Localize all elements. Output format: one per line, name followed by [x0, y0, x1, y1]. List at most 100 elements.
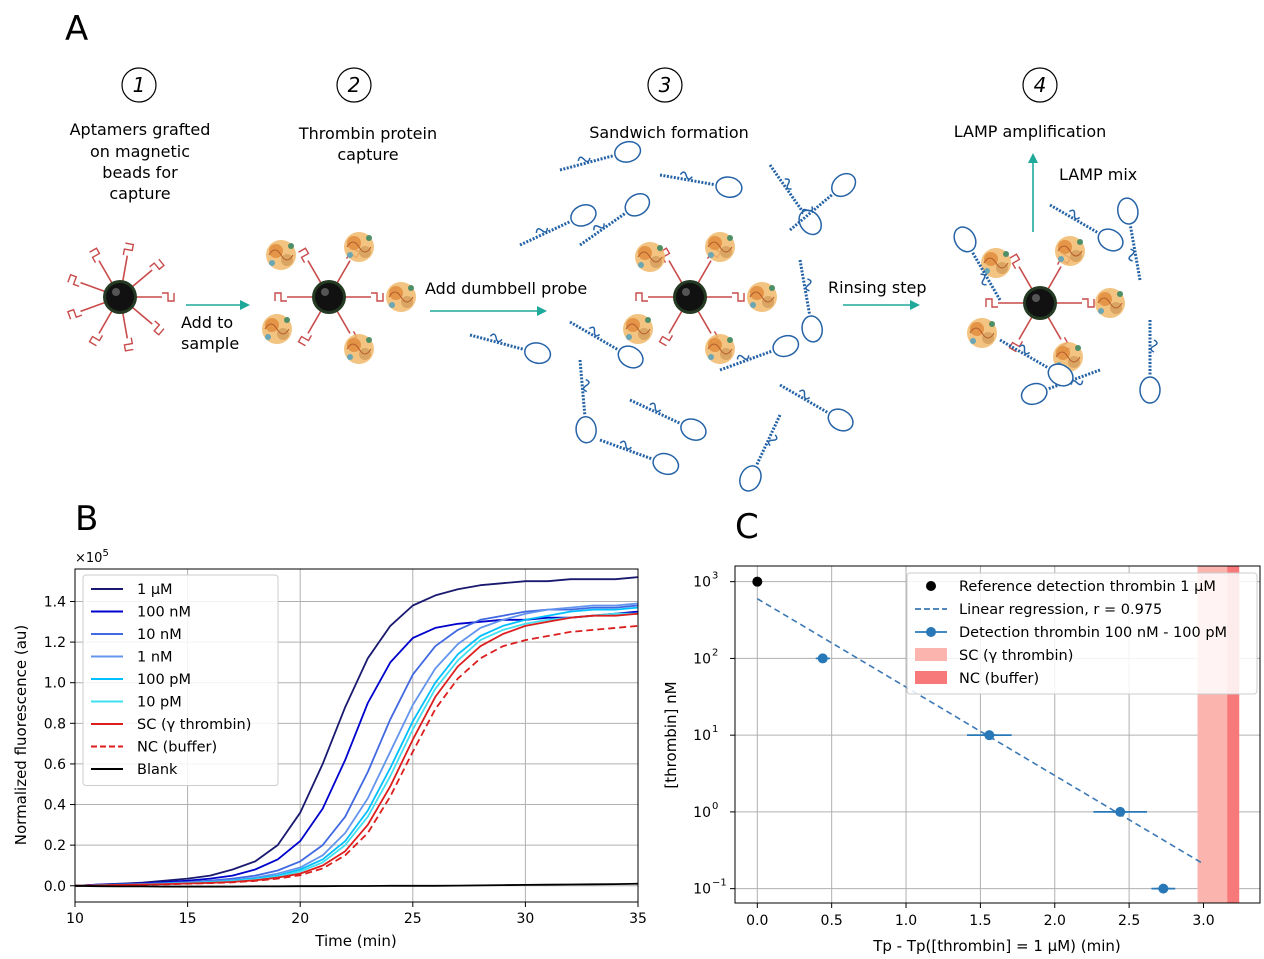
- lamp-amplification-illustration: [948, 194, 1162, 410]
- step-1-caption-line-2: on magnetic: [90, 142, 190, 161]
- step-1-caption-line-1: Aptamers grafted: [70, 120, 211, 139]
- chart-c-reference-point: [752, 576, 763, 587]
- panel-a-letter: A: [65, 9, 88, 49]
- chart-b-legend-label-10-pm: 10 pM: [137, 695, 182, 711]
- chart-b-legend-label-blank: Blank: [137, 762, 178, 778]
- chart-c-y-tick-label: 10: [693, 575, 711, 591]
- chart-c-x-tick-label: 3.0: [1192, 913, 1214, 929]
- chart-b-legend-label-10-nm: 10 nM: [137, 627, 182, 643]
- chart-c-y-tick-exponent: 3: [712, 571, 718, 582]
- arrow-3-label: Rinsing step: [828, 278, 926, 297]
- step-1: 1 Aptamers grafted on magnetic beads for…: [70, 67, 211, 203]
- step-3-caption-line-1: Sandwich formation: [589, 123, 749, 142]
- chart-b-series-line-1-m: [74, 576, 639, 887]
- arrow-2-label: Add dumbbell probe: [425, 279, 587, 298]
- chart-b-y-tick-label: 0.6: [44, 757, 66, 773]
- chart-c-legend-swatch-reference-detection-thrombin-1-m: [926, 581, 936, 591]
- chart-c-legend: Reference detection thrombin 1 μM Linear …: [906, 572, 1258, 695]
- step-3-number: 3: [659, 73, 672, 97]
- chart-c-y-tick-label: 10: [693, 651, 711, 667]
- chart-c-legend-swatch-nc-buffer: [915, 671, 947, 684]
- chart-b-series-line-nc-buffer: [74, 625, 639, 887]
- chart-b-legend-label-1-m: 1 μM: [137, 582, 173, 598]
- step-1-number: 1: [133, 73, 146, 97]
- chart-b-y-tick-label: 0.2: [44, 838, 66, 854]
- chart-c-y-tick-exponent: 1: [712, 724, 718, 735]
- chart-b-legend-label-nc-buffer: NC (buffer): [137, 740, 217, 756]
- chart-c-legend-label-sc-thrombin: SC (γ thrombin): [959, 648, 1073, 664]
- chart-b-y-tick-label: 0.8: [44, 716, 66, 732]
- arrow-1-label-line-2: sample: [181, 334, 239, 353]
- chart-b-x-tick-label: 15: [179, 911, 197, 927]
- step-1-caption-line-4: capture: [109, 184, 170, 203]
- chart-b-y-multiplier: ×105: [75, 548, 109, 566]
- arrow-rinsing-step: Rinsing step: [828, 278, 926, 310]
- chart-c-y-tick-label: 10: [693, 728, 711, 744]
- chart-c-x-tick-label: 0.0: [746, 913, 768, 929]
- chart-c-band-nc-buffer: [1227, 566, 1240, 903]
- chart-b-series-line-100-nm: [74, 610, 639, 887]
- arrow-add-to-sample: Add to sample: [181, 300, 250, 353]
- chart-b-series-group: [74, 576, 639, 888]
- chart-b-legend-label-1-nm: 1 nM: [137, 650, 173, 666]
- chart-b-plot-frame: [74, 568, 639, 903]
- chart-b-legend: 1 μM 100 nM 10 nM 1 nM 100 pM 10 pM SC (γ thro…: [82, 574, 279, 786]
- chart-b-x-tick-label: 35: [629, 911, 647, 927]
- chart-b-y-tick-label: 1.0: [44, 676, 66, 692]
- chart-c-x-tick-label: 2.0: [1044, 913, 1066, 929]
- chart-c-y-tick-label: 10: [693, 882, 711, 898]
- chart-c-legend-label-detection-thrombin-100-nm-100-pm: Detection thrombin 100 nM - 100 pM: [959, 625, 1227, 641]
- chart-c-legend-swatch-detection-thrombin-100-nm-100-pm-marker: [926, 627, 936, 637]
- step-1-caption-line-3: beads for: [102, 163, 178, 182]
- bead-with-aptamers-illustration: [67, 242, 175, 352]
- chart-b-y-tick-label: 0.4: [44, 798, 66, 814]
- sandwich-formation-illustration: [465, 137, 862, 496]
- chart-c-detection-point: [1158, 883, 1169, 894]
- chart-c-legend-label-linear-regression-r-0-975: Linear regression, r = 0.975: [959, 602, 1162, 618]
- step-2-caption-line-2: capture: [337, 145, 398, 164]
- chart-c-legend-box: [906, 572, 1258, 695]
- step-2-caption-line-1: Thrombin protein: [298, 124, 437, 143]
- chart-c-legend-swatch-sc-thrombin: [915, 648, 947, 661]
- chart-c-x-axis-label: Tp - Tp([thrombin] = 1 μM) (min): [872, 937, 1121, 955]
- step-4: 4 LAMP amplification: [954, 67, 1107, 141]
- step-2: 2 Thrombin protein capture: [298, 67, 437, 164]
- chart-c-detection-point: [984, 730, 995, 741]
- chart-c-y-axis-label: [thrombin] nM: [662, 681, 680, 788]
- chart-b-y-tick-label: 1.4: [44, 594, 66, 610]
- chart-b-axis-ticks: 10 15 20 25 30 35 0.0 0.2 0.4 0.6 0.8 1.0 1.2 1.4: [44, 594, 647, 927]
- chart-b-x-tick-label: 20: [291, 911, 309, 927]
- panel-b-letter: B: [75, 499, 98, 539]
- chart-c-regression-line: [756, 598, 1204, 865]
- chart-c-detection-point: [1115, 806, 1126, 817]
- chart-b-y-tick-label: 0.0: [44, 879, 66, 895]
- arrow-4-label: LAMP mix: [1059, 165, 1137, 184]
- arrow-add-dumbbell-probe: Add dumbbell probe: [425, 279, 587, 316]
- chart-b-legend-label-100-pm: 100 pM: [137, 672, 191, 688]
- chart-b-y-tick-label: 1.2: [44, 635, 66, 651]
- step-4-caption-line-1: LAMP amplification: [954, 122, 1107, 141]
- panel-a: A 1 Aptamers grafted on magnetic beads f…: [65, 9, 1162, 496]
- chart-c-y-tick-exponent: −1: [712, 878, 727, 889]
- chart-c-marks: [752, 576, 1204, 894]
- chart-b-x-tick-label: 30: [516, 911, 534, 927]
- chart-c-y-tick-exponent: 2: [712, 647, 718, 658]
- chart-b-legend-label-sc-thrombin: SC (γ thrombin): [137, 717, 251, 733]
- arrow-lamp-mix: LAMP mix: [1028, 153, 1137, 232]
- step-3: 3 Sandwich formation: [589, 67, 749, 142]
- chart-c-plot-frame: [734, 565, 1261, 904]
- chart-c-y-tick-exponent: 0: [712, 801, 718, 812]
- chart-b-legend-box: [82, 574, 279, 786]
- chart-c-legend-label-reference-detection-thrombin-1-m: Reference detection thrombin 1 μM: [959, 579, 1216, 595]
- panel-b: B 10 15 20 25 30 35 0.0 0.2 0.4 0.6 0.8 1.0 1.2 1.4 ×…: [12, 499, 647, 950]
- chart-b-x-tick-label: 25: [404, 911, 422, 927]
- thrombin-capture-illustration: [261, 231, 417, 365]
- chart-c-x-tick-label: 2.5: [1118, 913, 1140, 929]
- chart-c-legend-swatch-detection-thrombin-100-nm-100-pm: [915, 627, 947, 637]
- chart-c-x-tick-label: 1.0: [895, 913, 917, 929]
- chart-c-detection-point: [817, 653, 828, 664]
- step-4-number: 4: [1034, 73, 1047, 97]
- chart-c-x-tick-label: 0.5: [821, 913, 843, 929]
